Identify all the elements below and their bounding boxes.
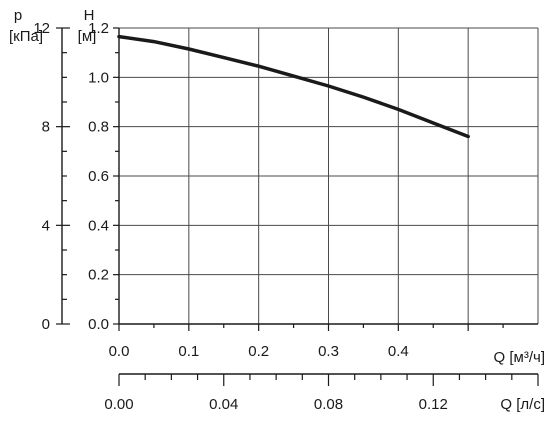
- y-secondary-unit: [кПа]: [9, 28, 43, 45]
- y-primary-tick-label: 0.4: [88, 217, 109, 234]
- series-line: [117, 34, 470, 139]
- y-secondary-tick-label: 12: [33, 20, 50, 37]
- x-primary-tick-label: 0.2: [248, 343, 269, 360]
- x-primary-tick-label: 0.1: [178, 343, 199, 360]
- y-secondary-tick-label: 0: [42, 316, 50, 333]
- y-primary-unit: [м]: [78, 28, 97, 45]
- y-primary-tick-label: 0.6: [88, 168, 109, 185]
- y-primary-tick-label: 0.2: [88, 267, 109, 284]
- y-secondary-symbol: p: [14, 7, 22, 24]
- x-secondary-label: Q [л/с]: [500, 396, 545, 413]
- series-group: [117, 34, 470, 139]
- grid-lines: [119, 27, 539, 324]
- y-secondary-tick-label: 8: [42, 119, 50, 136]
- y-primary-tick-label: 0.8: [88, 119, 109, 136]
- x-primary-tick-label: 0.4: [388, 343, 409, 360]
- y-primary-tick-label: 0.0: [88, 316, 109, 333]
- x-secondary-tick-label: 0.00: [104, 396, 133, 413]
- y-primary-symbol: H: [84, 7, 95, 24]
- x-secondary-tick-label: 0.08: [314, 396, 343, 413]
- tick-marks: [56, 27, 539, 386]
- y-primary-tick-label: 1.2: [88, 20, 109, 37]
- x-primary-tick-label: 0.0: [109, 343, 130, 360]
- x-secondary-tick-label: 0.12: [419, 396, 448, 413]
- axes: [61, 28, 538, 375]
- y-secondary-tick-label: 4: [42, 217, 50, 234]
- y-primary-tick-label: 1.0: [88, 69, 109, 86]
- x-primary-label: Q [м³/ч]: [494, 349, 545, 366]
- x-secondary-tick-label: 0.04: [209, 396, 238, 413]
- x-primary-tick-label: 0.3: [318, 343, 339, 360]
- tick-labels: 0.0 0.2 0.4 0.6 0.8 1.0 1.2 0 4 8 12 0.0 0.1 0.2 0.3 0.…: [33, 20, 448, 413]
